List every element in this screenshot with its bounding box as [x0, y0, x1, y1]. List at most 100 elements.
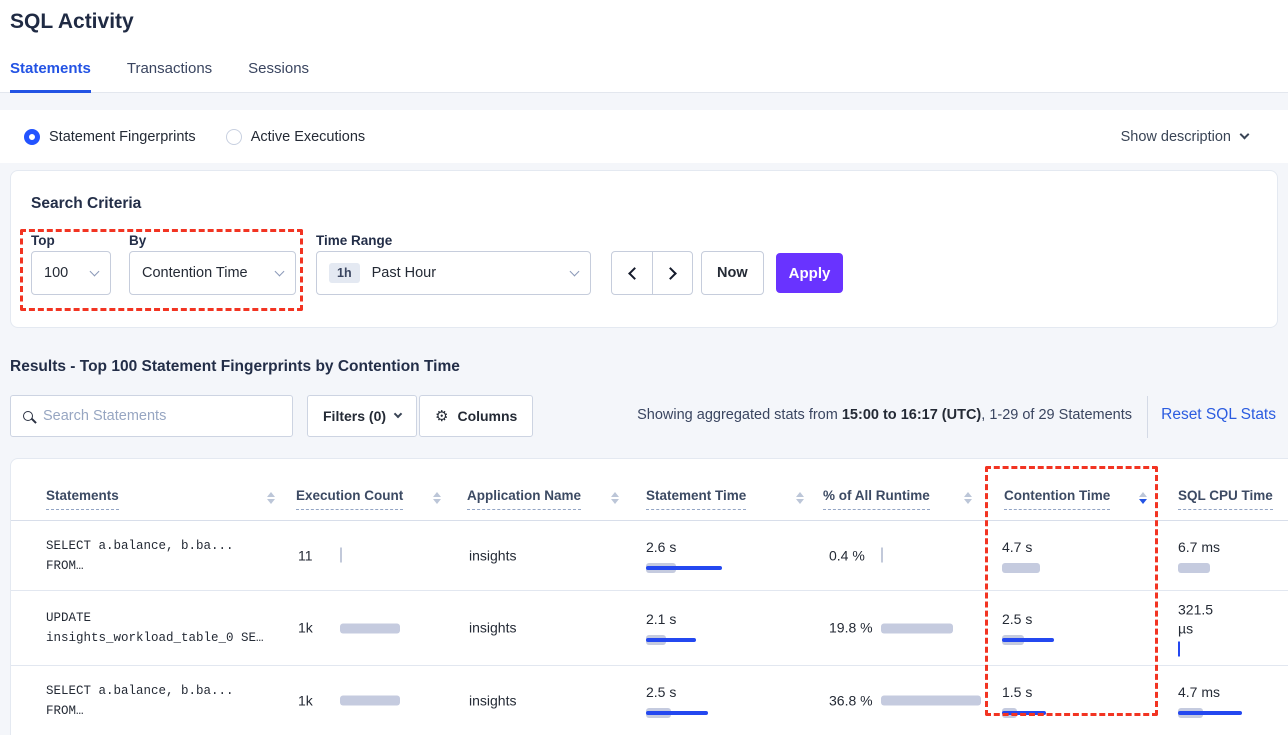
application-name-cell: insights: [469, 692, 517, 708]
sql-cpu-time-value: 6.7 ms: [1178, 538, 1221, 555]
tab-statements[interactable]: Statements: [10, 60, 91, 93]
chevron-down-icon: [89, 266, 100, 277]
statement-time-value: 2.6 s: [646, 538, 677, 555]
chevron-right-icon: [664, 266, 677, 280]
search-input[interactable]: [43, 408, 280, 424]
col-header-sql-cpu-time[interactable]: SQL CPU Time: [1178, 488, 1273, 510]
sort-icon[interactable]: [611, 492, 619, 504]
execution-count-cell: 1k: [298, 691, 400, 710]
sql-cpu-time-cell: 6.7 ms: [1178, 538, 1230, 574]
sql-cpu-time-cell: 321.5 µs: [1178, 601, 1230, 657]
results-title: Results - Top 100 Statement Fingerprints…: [10, 358, 460, 375]
columns-button[interactable]: ⚙ Columns: [419, 395, 534, 437]
statement-fingerprint-link[interactable]: UPDATE insights_workload_table_0 SE…: [46, 608, 264, 648]
execution-count-bar: [340, 622, 400, 634]
sql-line: SELECT a.balance, b.ba...: [46, 538, 234, 553]
tab-transactions[interactable]: Transactions: [126, 60, 213, 77]
chevron-down-icon: [569, 266, 580, 277]
col-header-application-name[interactable]: Application Name: [467, 488, 582, 510]
search-criteria-title: Search Criteria: [31, 195, 142, 212]
search-criteria-card: Search Criteria Top 100 By Contention Ti…: [10, 170, 1278, 328]
search-statements-field[interactable]: [10, 395, 293, 437]
sql-cpu-time-bar: [1178, 641, 1180, 657]
reset-sql-stats-link[interactable]: Reset SQL Stats: [1161, 406, 1276, 423]
statement-time-cell: 2.5 s: [646, 683, 708, 719]
view-radio-group: Statement Fingerprints Active Executions: [24, 110, 365, 163]
now-button-label: Now: [717, 265, 748, 281]
time-range-label: Time Range: [316, 233, 393, 248]
search-icon: [23, 411, 33, 421]
col-header-execution-count[interactable]: Execution Count: [296, 488, 404, 510]
col-header-pct-runtime[interactable]: % of All Runtime: [823, 488, 930, 510]
stats-time-range: 15:00 to 16:17 (UTC): [841, 407, 982, 423]
sort-icon[interactable]: [796, 492, 804, 504]
gear-icon: ⚙: [435, 407, 449, 425]
next-time-button[interactable]: [652, 252, 692, 294]
by-select-value: Contention Time: [142, 265, 248, 281]
radio-unselected-icon[interactable]: [225, 128, 242, 145]
execution-count-value: 1k: [298, 619, 313, 636]
statement-time-cell: 2.1 s: [646, 610, 696, 646]
application-name-cell: insights: [469, 547, 517, 563]
tab-sessions[interactable]: Sessions: [248, 60, 310, 77]
top-select[interactable]: 100: [31, 251, 111, 295]
sql-line: UPDATE: [46, 611, 92, 625]
sort-icon[interactable]: [964, 492, 972, 504]
sql-cpu-time-bar: [1178, 707, 1242, 719]
show-description-toggle[interactable]: Show description: [1120, 110, 1250, 163]
col-header-contention-time[interactable]: Contention Time: [1004, 488, 1111, 510]
show-description-label: Show description: [1120, 128, 1231, 145]
contention-time-cell: 1.5 s: [1002, 683, 1046, 719]
radio-selected-icon[interactable]: [24, 128, 40, 145]
execution-count-value: 11: [298, 547, 313, 563]
application-name-cell: insights: [469, 619, 517, 636]
sort-icon-active-desc[interactable]: [1139, 492, 1147, 504]
stats-prefix: Showing aggregated stats from: [637, 407, 842, 423]
apply-button[interactable]: Apply: [776, 253, 843, 293]
execution-count-cell: 1k: [298, 619, 400, 638]
statement-fingerprint-link[interactable]: SELECT a.balance, b.ba... FROM…: [46, 536, 234, 576]
pct-runtime-value: 19.8 %: [829, 619, 873, 636]
view-toggle-strip: Statement Fingerprints Active Executions…: [0, 110, 1288, 163]
time-nav-group: [611, 251, 693, 295]
table-row[interactable]: SELECT a.balance, b.ba... FROM… 11 insig…: [11, 521, 1288, 591]
time-range-value: Past Hour: [371, 265, 437, 281]
now-button[interactable]: Now: [701, 251, 764, 295]
contention-time-value: 1.5 s: [1002, 683, 1033, 700]
previous-time-button[interactable]: [612, 252, 652, 294]
table-row[interactable]: UPDATE insights_workload_table_0 SE… 1k …: [11, 591, 1288, 666]
filters-button-label: Filters (0): [323, 408, 387, 424]
table-row[interactable]: SELECT a.balance, b.ba... FROM… 1k insig…: [11, 666, 1288, 735]
execution-count-bar: [340, 695, 400, 707]
statement-time-value: 2.1 s: [646, 611, 677, 627]
stats-suffix: , 1-29 of 29 Statements: [981, 407, 1132, 423]
statement-fingerprint-link[interactable]: SELECT a.balance, b.ba... FROM…: [46, 681, 234, 721]
pct-runtime-bar: [881, 547, 883, 563]
columns-button-label: Columns: [457, 408, 518, 424]
radio-active-executions[interactable]: Active Executions: [225, 128, 366, 145]
chevron-down-icon: [274, 266, 285, 277]
sql-line: insights_workload_table_0 SE…: [46, 631, 264, 645]
sort-icon[interactable]: [433, 492, 441, 504]
col-header-statement-time[interactable]: Statement Time: [646, 488, 747, 510]
time-range-badge: 1h: [329, 263, 360, 283]
chevron-left-icon: [627, 266, 641, 280]
by-select[interactable]: Contention Time: [129, 251, 296, 295]
tab-bar: Statements Transactions Sessions: [10, 60, 309, 93]
page-title: SQL Activity: [10, 10, 134, 33]
sql-line: SELECT a.balance, b.ba...: [46, 683, 234, 698]
sort-icon[interactable]: [267, 492, 275, 504]
top-label: Top: [31, 233, 55, 248]
radio-statement-fingerprints[interactable]: Statement Fingerprints: [24, 128, 196, 145]
contention-time-bar: [1002, 562, 1040, 574]
statement-time-bar: [646, 707, 708, 719]
pct-runtime-bar: [881, 622, 953, 634]
col-header-statements[interactable]: Statements: [46, 488, 119, 510]
radio-label: Active Executions: [250, 128, 366, 145]
execution-count-value: 1k: [298, 692, 313, 708]
contention-time-cell: 2.5 s: [1002, 610, 1054, 646]
chevron-down-icon: [393, 409, 403, 419]
top-select-value: 100: [44, 265, 69, 281]
time-range-select[interactable]: 1h Past Hour: [316, 251, 591, 295]
filters-button[interactable]: Filters (0): [307, 395, 418, 437]
